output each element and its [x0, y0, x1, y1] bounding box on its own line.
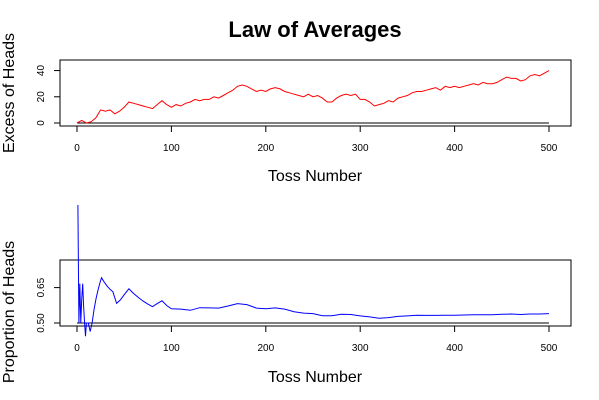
proportion-heads-y-tick-label: 0.50	[36, 313, 47, 333]
excess-heads-y-ticks: 0 20 40	[36, 65, 60, 126]
excess-heads-plot-box	[59, 59, 572, 127]
proportion-heads-x-ticks: 0 100 200 300 400 500	[74, 326, 558, 354]
proportion-heads-x-tick-label: 200	[257, 343, 274, 354]
chart-title: Law of Averages	[228, 17, 401, 42]
proportion-heads-x-tick-label: 400	[446, 343, 463, 354]
excess-heads-y-axis-label: Excess of Heads	[1, 33, 18, 153]
proportion-heads-x-tick-label: 500	[541, 343, 558, 354]
proportion-heads-panel: 0 100 200 300 400 500 0.50 0.65 Toss Number Pr…	[1, 204, 572, 386]
excess-heads-panel: 0 100 200 300 400 500 0 20 40 Toss Number Exces…	[1, 33, 572, 185]
excess-heads-series-line	[76, 70, 550, 124]
proportion-heads-y-tick-label: 0.65	[36, 277, 47, 297]
proportion-heads-x-tick-label: 0	[74, 343, 80, 354]
excess-heads-y-tick-label: 40	[36, 65, 47, 77]
excess-heads-x-tick-label: 300	[352, 143, 369, 154]
excess-heads-y-tick-label: 0	[36, 120, 47, 126]
excess-heads-x-ticks: 0 100 200 300 400 500	[74, 126, 558, 154]
proportion-heads-series-line	[77, 204, 550, 337]
excess-heads-x-tick-label: 400	[446, 143, 463, 154]
excess-heads-x-tick-label: 500	[541, 143, 558, 154]
excess-heads-x-axis-label: Toss Number	[268, 168, 363, 185]
proportion-heads-x-tick-label: 100	[163, 343, 180, 354]
excess-heads-x-tick-label: 100	[163, 143, 180, 154]
excess-heads-x-tick-label: 200	[257, 143, 274, 154]
proportion-heads-y-ticks: 0.50 0.65	[36, 277, 60, 333]
proportion-heads-y-axis-label: Proportion of Heads	[1, 241, 18, 383]
excess-heads-x-tick-label: 0	[74, 143, 80, 154]
excess-heads-y-tick-label: 20	[36, 91, 47, 103]
proportion-heads-x-tick-label: 300	[352, 343, 369, 354]
proportion-heads-x-axis-label: Toss Number	[268, 369, 363, 386]
proportion-heads-plot-box	[59, 259, 572, 327]
